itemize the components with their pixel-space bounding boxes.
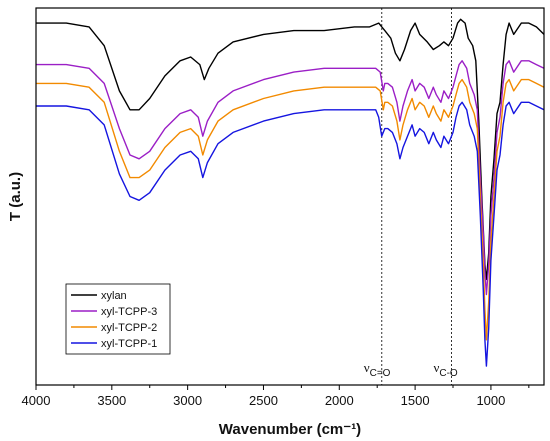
annotation-nu: ν: [433, 360, 439, 375]
legend-label-3: xyl-TCPP-2: [101, 322, 157, 334]
series-line-3: [36, 78, 545, 341]
x-axis-ticks: 4000 3500 3000 2500 2000 1500 1000: [22, 385, 530, 408]
x-tick-label: 4000: [22, 393, 51, 408]
series-line-4: [36, 101, 545, 367]
x-tick-label: 2500: [249, 393, 278, 408]
x-tick-label: 1000: [476, 393, 505, 408]
annotation-label-2: νC-O: [433, 360, 457, 379]
legend-label-4: xyl-TCPP-1: [101, 338, 157, 350]
x-tick-label: 2000: [325, 393, 354, 408]
band-annotations: νC=O νC-O: [364, 360, 458, 379]
legend: xylan xyl-TCPP-3 xyl-TCPP-2 xyl-TCPP-1: [65, 283, 171, 355]
series-line-2: [36, 60, 545, 296]
y-axis-title: T (a.u.): [7, 172, 24, 221]
x-tick-label: 1500: [401, 393, 430, 408]
plot-frame: [35, 7, 545, 386]
x-tick-label: 3000: [173, 393, 202, 408]
annotation-subscript: C=O: [370, 368, 391, 379]
legend-label-2: xyl-TCPP-3: [101, 306, 157, 318]
series-layer: [36, 18, 545, 367]
x-axis-title: Wavenumber (cm⁻¹): [219, 421, 361, 438]
reference-lines: [381, 8, 452, 385]
legend-label-1: xylan: [101, 290, 127, 302]
annotation-label-1: νC=O: [364, 360, 391, 379]
series-line-1: [36, 18, 545, 281]
x-tick-label: 3500: [97, 393, 126, 408]
annotation-subscript: C-O: [439, 368, 458, 379]
annotation-nu: ν: [364, 360, 370, 375]
